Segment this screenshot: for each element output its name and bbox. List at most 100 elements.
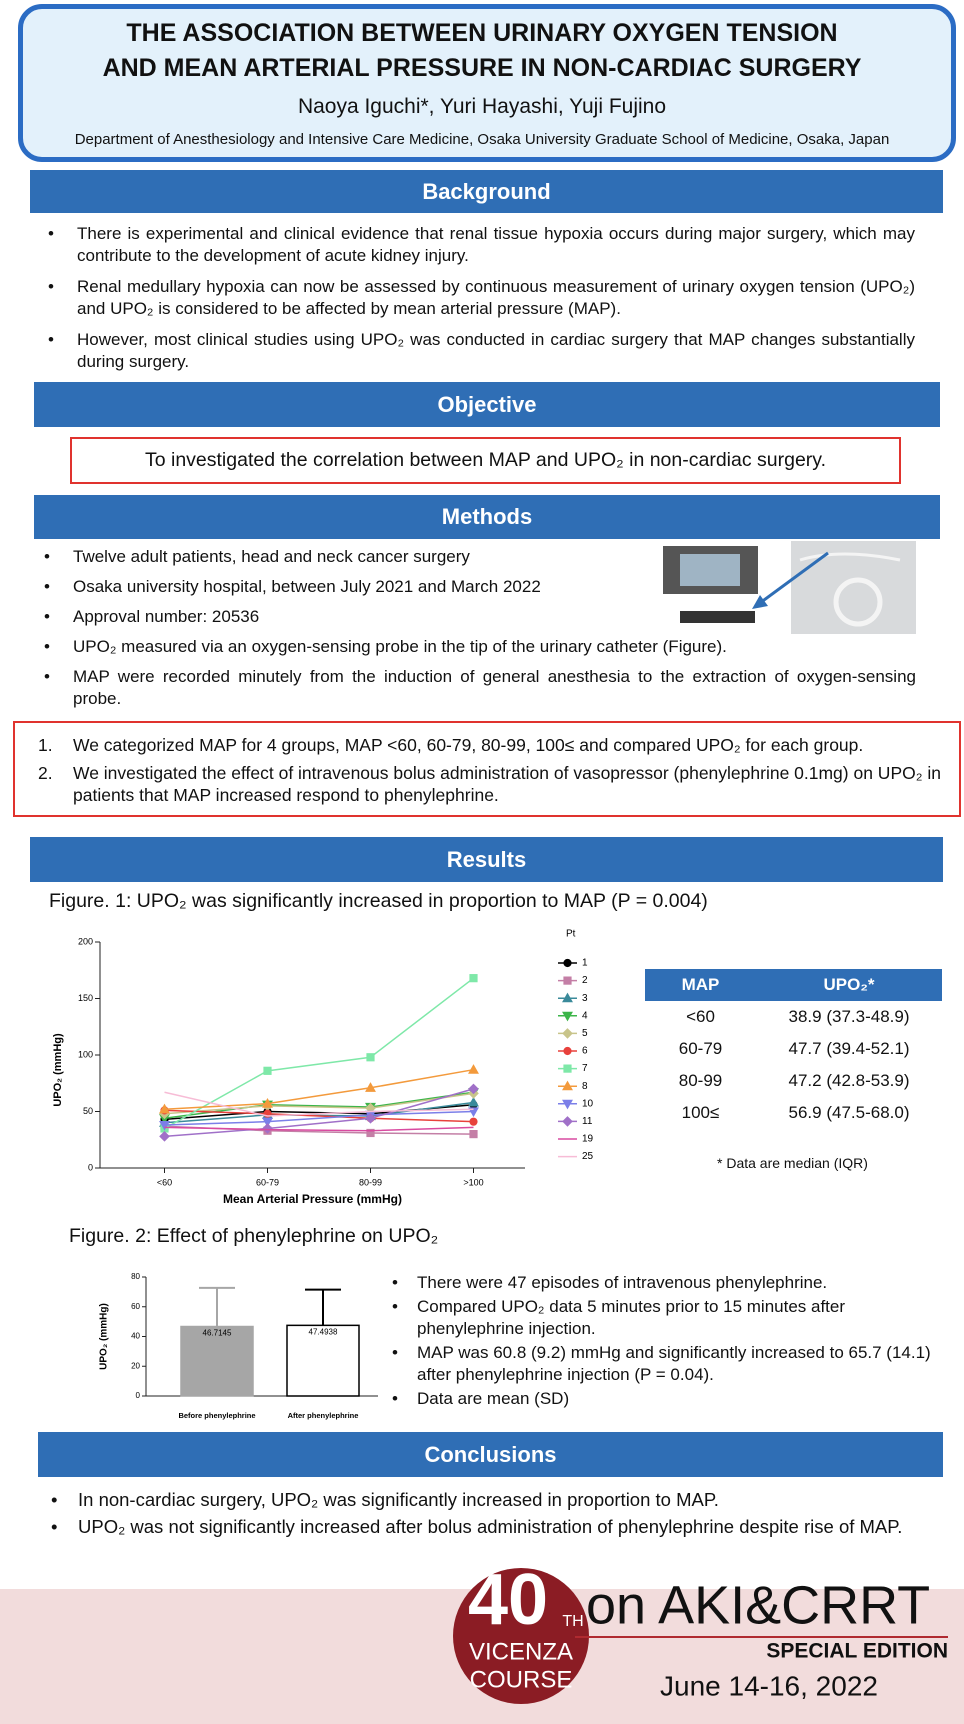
objective-box: To investigated the correlation between …	[70, 437, 901, 484]
bullet-item: However, most clinical studies using UPO…	[40, 329, 915, 373]
y-tick-label: 200	[78, 936, 93, 946]
conclusions-list: In non-cardiac surgery, UPO₂ was signifi…	[49, 1488, 929, 1542]
marker	[562, 992, 573, 1003]
series-line	[164, 1088, 474, 1138]
bullet-item: MAP were recorded minutely from the indu…	[36, 666, 916, 710]
table-cell: <60	[686, 1007, 715, 1026]
section-heading: Objective	[34, 382, 940, 427]
marker	[262, 1123, 273, 1134]
logo-circle	[453, 1568, 589, 1704]
y-tick-label: 0	[88, 1162, 93, 1172]
logo-suffix: TH	[562, 1613, 583, 1630]
bullet-item: Osaka university hospital, between July …	[36, 576, 916, 598]
header-box	[18, 4, 956, 162]
marker	[366, 1128, 375, 1138]
value-label: 46.7145	[203, 1329, 232, 1338]
methods-list: Twelve adult patients, head and neck can…	[36, 546, 916, 718]
logo-number: 40	[468, 1560, 548, 1640]
value-label: 47.4938	[309, 1327, 338, 1336]
legend-label: 2	[582, 975, 588, 986]
figure2-notes: There were 47 episodes of intravenous ph…	[392, 1272, 947, 1412]
authors: Naoya Iguchi*, Yuri Hayashi, Yuji Fujino	[297, 95, 667, 118]
y-tick-label: 0	[136, 1391, 141, 1400]
x-tick-label: >100	[463, 1177, 483, 1187]
table-cell: 38.9 (37.3-48.9)	[788, 1007, 910, 1026]
marker	[562, 1080, 573, 1091]
series-line	[164, 1110, 474, 1126]
step-item: 2. We investigated the effect of intraven…	[23, 762, 951, 806]
marker	[262, 1117, 273, 1128]
bullet-item: There were 47 episodes of intravenous ph…	[392, 1272, 947, 1294]
summary-table: MAP UPO₂* <60 38.9 (37.3-48.9) 60-79 47.7 (39…	[645, 969, 942, 1129]
legend-label: 4	[582, 1010, 588, 1021]
legend-label: 25	[582, 1151, 594, 1162]
table-cell: 47.2 (42.8-53.9)	[788, 1071, 910, 1090]
affiliation: Department of Anesthesiology and Intensi…	[74, 131, 890, 148]
x-tick-label: 60-79	[256, 1177, 279, 1187]
marker	[468, 1083, 479, 1095]
title-line: AND MEAN ARTERIAL PRESSURE IN NON-CARDIA…	[102, 54, 862, 82]
table-header: MAP UPO₂*	[645, 969, 942, 1001]
legend-label: 6	[582, 1046, 588, 1057]
marker	[563, 1064, 572, 1073]
marker	[365, 1112, 376, 1124]
legend-label: 8	[582, 1081, 588, 1092]
marker	[159, 1103, 170, 1114]
footer-text: 40 TH VICENZA COURSE on AKI&CRRT SPECIAL…	[468, 1560, 948, 1701]
table-cell: 56.9 (47.5-68.0)	[788, 1103, 910, 1122]
marker	[562, 1028, 573, 1039]
header-cell: UPO₂*	[756, 969, 942, 1001]
bullet-item: UPO₂ was not significantly increased aft…	[49, 1515, 929, 1539]
x-tick-label: 80-99	[359, 1177, 382, 1187]
logo-line: VICENZA	[469, 1638, 573, 1665]
y-axis-title: UPO₂ (mmHg)	[52, 1033, 64, 1107]
bullet-item: Twelve adult patients, head and neck can…	[36, 546, 916, 568]
bullet-item: Compared UPO₂ data 5 minutes prior to 15…	[392, 1296, 947, 1340]
series-line	[164, 1091, 474, 1117]
bullet-item: In non-cardiac surgery, UPO₂ was signifi…	[49, 1488, 929, 1512]
y-tick-label: 60	[131, 1302, 140, 1311]
step-number: 1.	[38, 735, 53, 755]
marker	[468, 1096, 479, 1107]
bullet-item: UPO₂ measured via an oxygen-sensing prob…	[36, 636, 916, 658]
step-text: We investigated the effect of intravenou…	[73, 763, 942, 805]
dates: June 14-16, 2022	[660, 1670, 878, 1701]
section-heading: Conclusions	[38, 1432, 943, 1477]
section-heading: Methods	[34, 495, 940, 539]
marker	[563, 976, 572, 985]
y-tick-label: 100	[78, 1049, 93, 1059]
series-line	[164, 1092, 474, 1115]
table-cell: 100≤	[681, 1103, 720, 1122]
series-line	[164, 1126, 474, 1132]
series-line	[164, 1109, 474, 1123]
section-heading: Background	[30, 170, 943, 213]
logo-line: COURSE	[470, 1666, 573, 1693]
marker	[469, 1117, 478, 1126]
bullet-item: There is experimental and clinical evide…	[40, 223, 915, 267]
marker	[263, 1066, 272, 1075]
marker	[159, 1120, 170, 1131]
x-tick-label: Before phenylephrine	[178, 1411, 255, 1420]
edition: SPECIAL EDITION	[766, 1640, 948, 1663]
marker	[469, 974, 478, 983]
table-cell: 80-99	[678, 1071, 723, 1090]
marker	[366, 1053, 375, 1062]
bullet-item: Approval number: 20536	[36, 606, 916, 628]
event-name: on AKI&CRRT	[586, 1575, 930, 1635]
y-tick-label: 50	[83, 1106, 93, 1116]
marker	[562, 1116, 573, 1127]
y-tick-label: 80	[131, 1272, 140, 1281]
step-number: 2.	[38, 763, 53, 783]
legend-label: 5	[582, 1028, 588, 1039]
series-line	[164, 1068, 474, 1110]
legend-label: 1	[582, 958, 588, 969]
bar	[180, 1325, 254, 1397]
x-tick-label: After phenylephrine	[288, 1411, 359, 1420]
legend-title: Pt	[566, 929, 576, 940]
section-heading: Results	[30, 837, 943, 882]
table-row: <60 38.9 (37.3-48.9)	[645, 1001, 942, 1033]
table-row: 60-79 47.7 (39.4-52.1)	[645, 1033, 942, 1065]
y-axis-title: UPO₂ (mmHg)	[99, 1303, 110, 1370]
y-tick-label: 40	[131, 1332, 140, 1341]
